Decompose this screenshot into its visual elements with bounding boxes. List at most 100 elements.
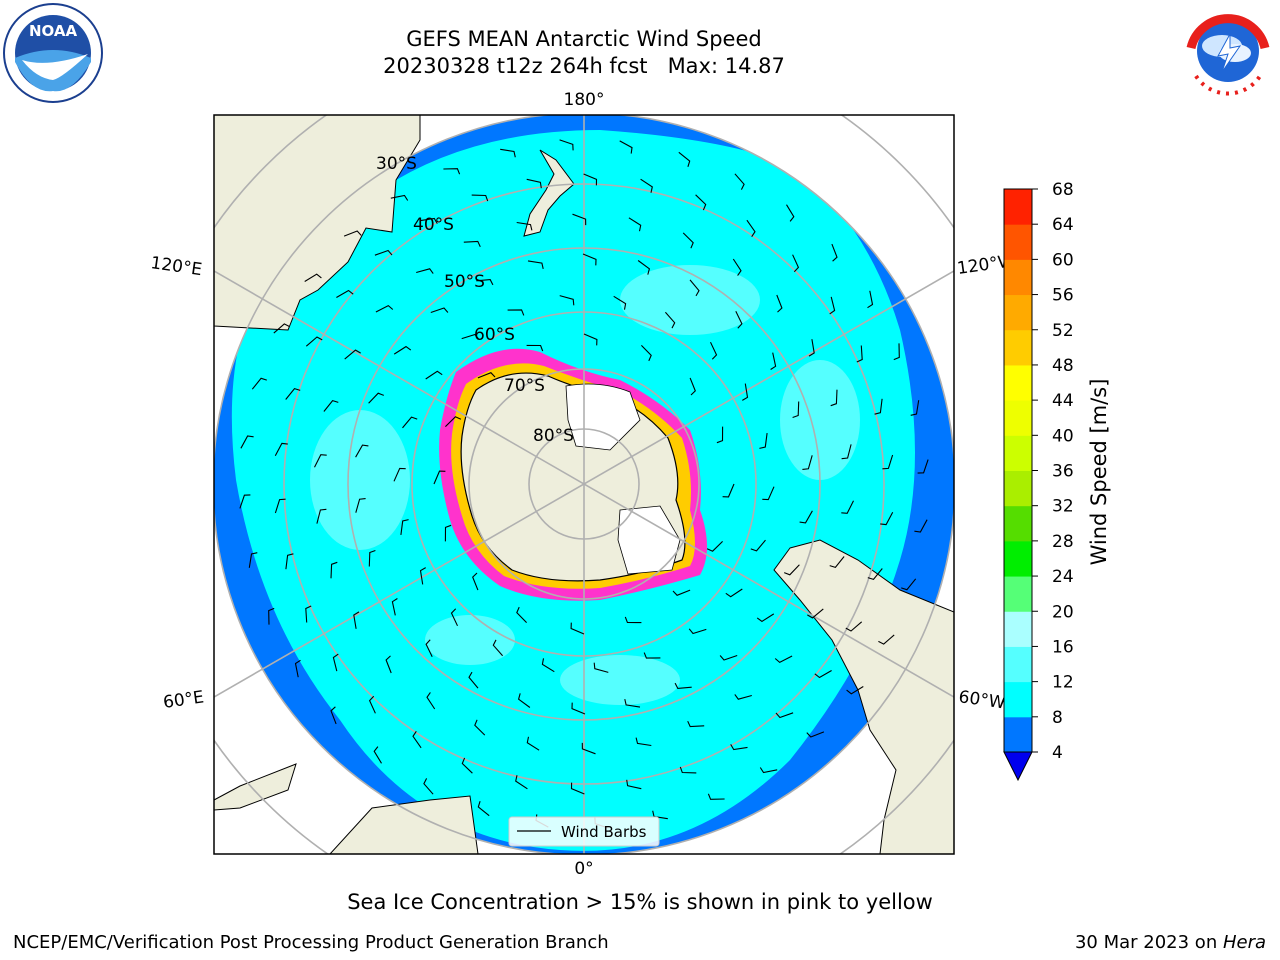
wind-barb [316, 508, 327, 524]
colorbar-tick-label: 60 [1052, 250, 1074, 270]
wind-barb [373, 746, 382, 764]
wind-barb [304, 273, 322, 282]
wind-barb [305, 605, 312, 623]
colorbar-tick-label: 36 [1052, 462, 1074, 482]
wind-barb [742, 383, 749, 401]
wind-barb [240, 435, 254, 449]
wind-barb [305, 336, 323, 347]
wind-barb [643, 652, 661, 659]
colorbar-tick-label: 28 [1052, 532, 1074, 552]
footer-date-text: 30 Mar 2023 on [1074, 932, 1223, 953]
colorbar-segment [1004, 505, 1032, 542]
wind-barb [750, 539, 766, 552]
colorbar-tick-label: 8 [1052, 708, 1063, 728]
wind-barb [516, 606, 527, 623]
wind-barb [391, 598, 398, 616]
colorbar-segment [1004, 224, 1032, 260]
wind-barb [336, 289, 354, 298]
lon-label-60e: 60°E [162, 687, 205, 712]
colorbar-segment [1004, 540, 1032, 577]
wind-barb [799, 510, 813, 524]
wind-barb [619, 140, 633, 154]
wind-barb [251, 377, 267, 390]
wind-barb [393, 467, 406, 482]
wind-barb [802, 455, 813, 470]
wind-barb [776, 294, 783, 313]
colorbar-tick-label: 48 [1052, 356, 1074, 376]
wind-barb [716, 426, 724, 444]
wind-barb [570, 622, 585, 635]
wind-barb [416, 268, 434, 274]
wind-barb [274, 498, 286, 514]
wind-barb [400, 519, 409, 535]
wind-barb [526, 178, 542, 189]
wind-barb [856, 345, 863, 363]
wind-barb [285, 553, 294, 570]
wind-barb [330, 561, 338, 579]
colorbar-segment [1004, 294, 1032, 331]
colorbar-tick-label: 24 [1052, 567, 1074, 587]
wind-barb [477, 372, 496, 379]
wind-barb [368, 695, 376, 714]
chart-title: GEFS MEAN Antarctic Wind Speed [406, 27, 762, 51]
colorbar-segment [1004, 576, 1032, 612]
colorbar-tick-label: 64 [1052, 215, 1074, 235]
wind-barb [390, 194, 409, 201]
wind-barb [425, 370, 443, 380]
wind-barb [474, 719, 486, 736]
map-panel: 30°S 40°S 50°S 60°S 70°S 80°S Wind Barbs [214, 115, 954, 854]
wind-barb [374, 249, 393, 256]
wind-barb [759, 433, 768, 449]
wind-barb [402, 416, 418, 429]
wind-barb [707, 793, 725, 800]
wind-barb [672, 589, 691, 596]
wind-barb [878, 634, 895, 645]
wind-barb [734, 173, 745, 190]
wind-barb [722, 483, 735, 498]
colorbar-extend-arrow [1003, 751, 1033, 782]
colorbar-tick-label: 12 [1052, 673, 1074, 693]
colorbar-segment [1004, 189, 1032, 225]
colorbar-tick-label: 32 [1052, 497, 1074, 517]
wind-barb [613, 295, 627, 310]
wind-barb [759, 767, 778, 774]
wind-barb [583, 173, 598, 186]
wind-barb [770, 352, 777, 370]
wind-barb [841, 444, 852, 460]
wind-barb [344, 349, 361, 360]
wind-barb [635, 737, 652, 747]
wind-barb [541, 658, 555, 673]
wind-barb [492, 639, 504, 657]
colorbar-segment [1004, 259, 1032, 296]
wind-barb [867, 290, 874, 309]
wind-barb [273, 323, 290, 334]
wind-barb [734, 694, 752, 700]
wind-barb [814, 670, 832, 679]
wind-barb [806, 731, 825, 738]
wind-barb [285, 387, 301, 400]
colorbar-segment [1004, 611, 1032, 647]
wind-barb [581, 742, 596, 755]
wind-barb [829, 296, 836, 315]
colorbar-segment [1004, 400, 1032, 436]
new-zealand [523, 149, 575, 237]
wind-barb [626, 779, 642, 790]
wind-barb [774, 655, 793, 664]
wind-barb [719, 654, 738, 661]
wind-barb [710, 341, 718, 360]
wind-barb [730, 744, 748, 751]
legend: Wind Barbs [508, 816, 660, 847]
wind-barb [637, 260, 651, 275]
wind-barb [571, 702, 586, 715]
wind-barb [332, 653, 339, 672]
wind-barb [829, 556, 845, 569]
wind-barb [559, 139, 574, 151]
wind-barb [294, 659, 301, 678]
colorbar-segment [1004, 646, 1032, 683]
colorbar-tick-label: 56 [1052, 286, 1074, 306]
wind-barb [239, 494, 251, 509]
wind-barb [559, 295, 575, 306]
ronne-ice-shelf [617, 505, 681, 575]
wind-barb [732, 258, 742, 276]
wind-barb [425, 639, 433, 658]
